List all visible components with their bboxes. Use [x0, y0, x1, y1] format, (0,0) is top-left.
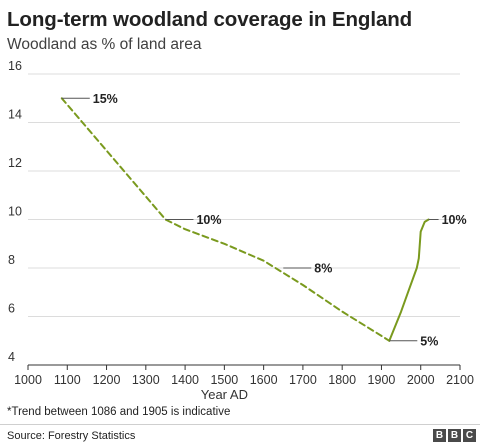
footnote: *Trend between 1086 and 1905 is indicati…	[7, 406, 231, 418]
indicative-trend-line	[60, 97, 391, 342]
x-axis-title: Year AD	[201, 387, 248, 400]
x-tick-label: 1300	[132, 373, 160, 387]
x-tick-label: 1100	[54, 373, 81, 387]
gridlines	[27, 73, 461, 370]
x-tick-label: 2000	[407, 373, 435, 387]
x-tick-label: 1400	[171, 373, 199, 387]
chart-title: Long-term woodland coverage in England	[7, 8, 413, 31]
y-tick-label: 12	[8, 156, 22, 170]
annotations: 15% 10% 8% 5% 10%	[61, 92, 467, 348]
y-tick-label: 8	[8, 253, 15, 267]
y-tick-label: 4	[8, 350, 15, 364]
measured-trend-line	[388, 218, 430, 342]
logo-letter: B	[433, 429, 446, 442]
bbc-logo: B B C	[433, 429, 476, 442]
x-tick-label: 1000	[14, 373, 42, 387]
y-tick-label: 6	[8, 302, 15, 316]
x-tick-label: 1900	[368, 373, 396, 387]
chart-subtitle: Woodland as % of land area	[7, 36, 202, 53]
x-tick-label: 1800	[328, 373, 356, 387]
annotation-label: 8%	[314, 262, 332, 276]
y-tick-label: 10	[8, 205, 22, 219]
x-tick-labels: 1000 1100 1200 1300 1400 1500 1600 1700 1800 1900…	[14, 373, 474, 387]
series-lines	[60, 97, 430, 342]
woodland-line-chart: 4 6 8 10 12 14 16 1000 1100 1200 1300 1400 1500 1600…	[8, 59, 474, 400]
source-credit: Source: Forestry Statistics	[7, 430, 136, 442]
logo-letter: B	[448, 429, 461, 442]
annotation-label: 10%	[196, 213, 221, 227]
y-tick-label: 16	[8, 59, 22, 73]
y-tick-labels: 4 6 8 10 12 14 16	[8, 59, 22, 364]
x-tick-label: 1600	[250, 373, 278, 387]
x-tick-label: 2100	[446, 373, 474, 387]
footer-divider	[0, 424, 480, 425]
annotation-label: 5%	[420, 334, 438, 348]
annotation-label: 10%	[442, 213, 467, 227]
x-tick-label: 1700	[289, 373, 317, 387]
logo-letter: C	[463, 429, 476, 442]
annotation-label: 15%	[93, 92, 118, 106]
x-tick-label: 1200	[93, 373, 121, 387]
y-tick-label: 14	[8, 108, 22, 122]
x-tick-label: 1500	[210, 373, 238, 387]
